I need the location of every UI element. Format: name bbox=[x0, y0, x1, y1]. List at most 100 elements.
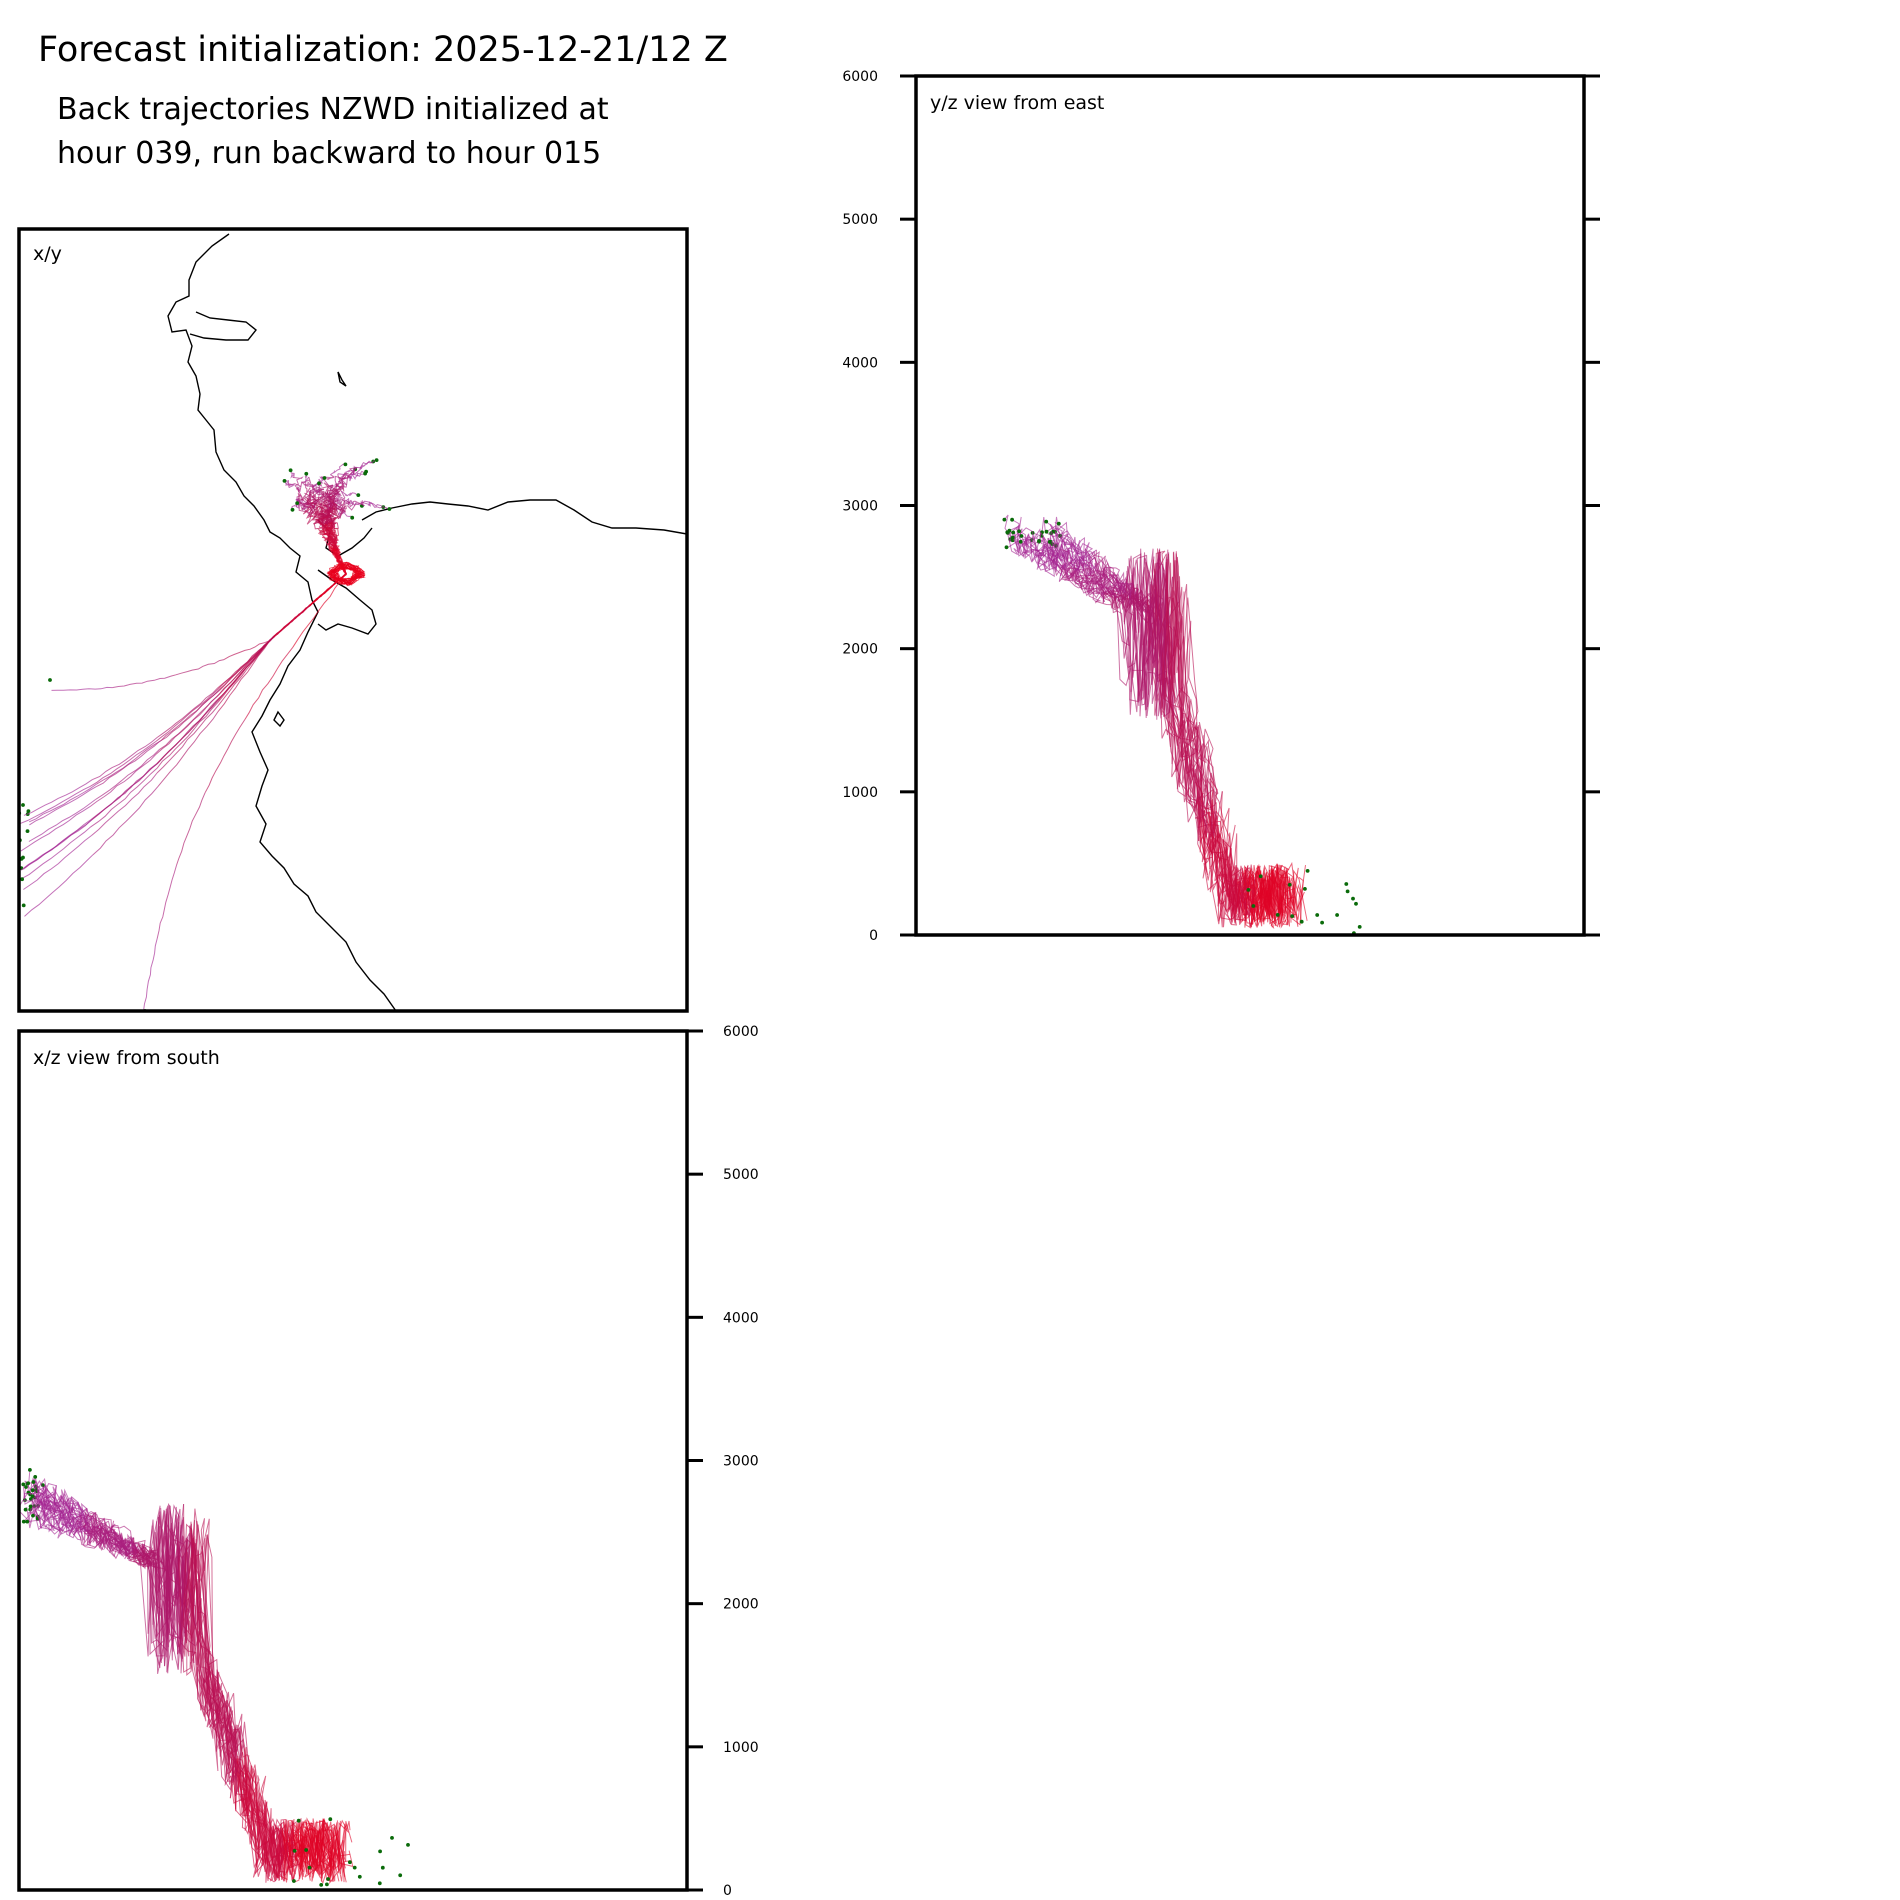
yz-trajectory bbox=[1050, 551, 1102, 602]
yz-trajectory bbox=[1198, 801, 1247, 918]
xy-trajectory bbox=[304, 484, 318, 509]
xy-trajectory bbox=[23, 835, 93, 890]
xz-trajectory bbox=[189, 1525, 246, 1780]
xy-trajectory bbox=[89, 754, 157, 807]
trajectory-end-marker bbox=[295, 501, 300, 505]
xz-trajectory bbox=[182, 1520, 233, 1782]
xy-trajectory bbox=[325, 494, 338, 525]
xy-trajectory-origin bbox=[326, 563, 359, 584]
xz-trajectory bbox=[281, 1820, 336, 1873]
trajectory-end-marker bbox=[1305, 869, 1310, 873]
trajectory-end-marker bbox=[374, 458, 379, 462]
trajectory-end-marker bbox=[1018, 539, 1023, 544]
y-tick-label: 0 bbox=[869, 928, 878, 944]
xy-trajectory bbox=[89, 740, 157, 787]
y-tick-label: 3000 bbox=[723, 1454, 759, 1470]
xy-trajectory bbox=[216, 636, 275, 691]
trajectory-end-marker bbox=[1299, 919, 1304, 924]
trajectory-end-marker bbox=[1251, 904, 1256, 908]
xy-trajectory bbox=[24, 854, 94, 917]
xy-trajectory bbox=[330, 463, 345, 476]
trajectory-end-marker bbox=[380, 1865, 385, 1870]
xz-trajectory bbox=[183, 1549, 238, 1795]
trajectory-end-marker bbox=[1002, 517, 1007, 522]
xy-trajectory bbox=[21, 826, 92, 879]
xy-trajectory bbox=[292, 476, 307, 493]
trajectory-end-marker bbox=[1344, 882, 1349, 886]
xy-trajectory bbox=[354, 459, 377, 475]
trajectory-end-marker bbox=[1345, 889, 1350, 894]
xy-trajectory bbox=[155, 689, 218, 742]
trajectory-end-marker bbox=[378, 1849, 382, 1854]
trajectory-end-marker bbox=[1047, 540, 1052, 544]
yz-trajectory bbox=[1125, 548, 1166, 720]
trajectory-end-marker bbox=[1019, 534, 1024, 538]
trajectory-end-marker bbox=[25, 1519, 30, 1524]
xy-trajectory bbox=[92, 786, 159, 856]
trajectory-end-marker bbox=[350, 515, 355, 520]
xz-trajectory bbox=[79, 1531, 130, 1561]
coastline-segment bbox=[167, 233, 397, 1011]
figure-subtitle-line2: hour 039, run backward to hour 015 bbox=[57, 136, 602, 171]
trajectory-end-marker bbox=[31, 1513, 35, 1518]
xy-trajectory bbox=[364, 500, 390, 510]
xz-trajectories bbox=[19, 1468, 410, 1887]
xz-trajectory bbox=[32, 1505, 90, 1536]
trajectory-end-marker bbox=[24, 1485, 28, 1489]
trajectory-end-marker bbox=[30, 1494, 35, 1498]
trajectory-end-marker bbox=[33, 1475, 38, 1479]
yz-trajectory bbox=[1060, 564, 1104, 604]
trajectory-end-marker bbox=[363, 471, 367, 476]
trajectory-end-marker bbox=[21, 1519, 26, 1524]
xy-trajectory bbox=[341, 490, 359, 497]
y-tick-label: 1000 bbox=[842, 785, 878, 801]
trajectory-end-marker bbox=[304, 1848, 308, 1852]
xy-trajectory bbox=[28, 799, 96, 842]
xy-trajectory bbox=[155, 695, 218, 755]
trajectory-end-marker bbox=[30, 1488, 35, 1493]
xy-trajectory bbox=[284, 479, 296, 488]
xy-trajectory bbox=[320, 474, 335, 489]
xy-trajectory bbox=[337, 466, 358, 486]
xz-trajectory bbox=[178, 1540, 239, 1793]
xz-trajectory bbox=[27, 1508, 89, 1541]
trajectory-end-marker bbox=[292, 1849, 297, 1853]
coastline-segment bbox=[317, 569, 377, 635]
yz-trajectory bbox=[1080, 561, 1127, 599]
xz-panel: 0 1000 2000 3000 4000 5000 6000 x/z view from … bbox=[17, 1024, 759, 1899]
xz-trajectory bbox=[24, 1480, 81, 1516]
y-tick-label: 4000 bbox=[842, 355, 878, 371]
xy-trajectory bbox=[96, 740, 162, 785]
xz-panel-frame bbox=[17, 1029, 689, 1892]
xz-trajectory bbox=[32, 1489, 92, 1526]
xy-trajectory bbox=[348, 470, 366, 480]
trajectory-end-marker bbox=[352, 1865, 357, 1870]
xy-trajectory-origin bbox=[330, 561, 359, 584]
xy-trajectory bbox=[51, 686, 113, 691]
xy-trajectory bbox=[223, 635, 275, 661]
yz-panel-label: y/z view from east bbox=[930, 92, 1104, 114]
xz-axis-ticks: 0 1000 2000 3000 4000 5000 6000 bbox=[687, 1024, 759, 1899]
trajectory-end-marker bbox=[296, 1818, 301, 1823]
xy-trajectory bbox=[112, 675, 172, 689]
trajectory-end-marker bbox=[21, 1482, 26, 1487]
trajectory-end-marker bbox=[1275, 913, 1280, 917]
xy-trajectory bbox=[156, 704, 219, 774]
xy-trajectory bbox=[310, 498, 330, 529]
xz-trajectory bbox=[93, 1518, 144, 1556]
trajectory-end-marker bbox=[1320, 920, 1324, 925]
trajectory-end-marker bbox=[1246, 888, 1251, 892]
xy-trajectory bbox=[91, 772, 158, 836]
xy-trajectory bbox=[332, 500, 347, 520]
xy-trajectory bbox=[143, 938, 158, 1011]
trajectory-end-marker bbox=[322, 476, 327, 480]
trajectory-end-marker bbox=[1354, 901, 1358, 906]
xy-trajectory bbox=[324, 476, 346, 501]
yz-trajectory bbox=[1058, 565, 1114, 590]
xz-trajectory bbox=[239, 1761, 291, 1882]
yz-trajectory bbox=[1060, 567, 1105, 602]
trajectory-end-marker bbox=[26, 1481, 31, 1486]
yz-trajectory bbox=[1204, 802, 1247, 920]
y-tick-label: 2000 bbox=[723, 1597, 759, 1613]
xz-trajectory bbox=[292, 1818, 338, 1881]
